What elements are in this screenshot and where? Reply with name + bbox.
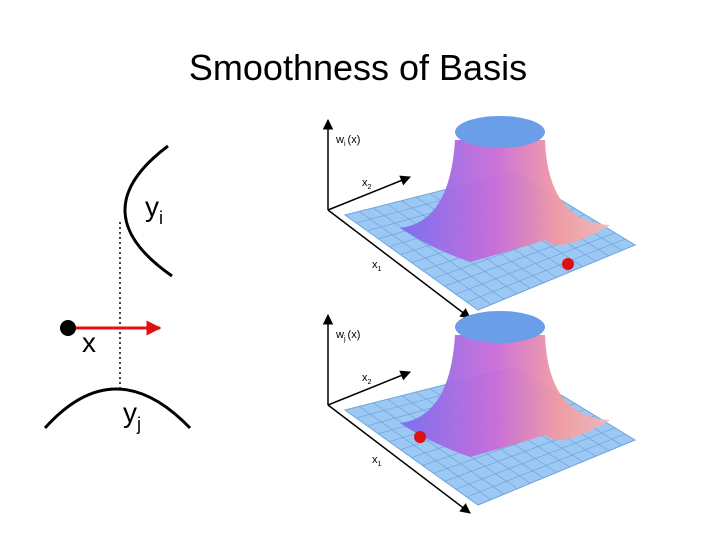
title: Smoothness of Basis: [189, 47, 527, 88]
grid-line: [466, 238, 626, 303]
x1-axis: [327, 404, 471, 514]
peak-side: [400, 335, 610, 457]
curve-bottom: [43, 387, 192, 430]
sample-point: [562, 258, 574, 270]
x1-label: x1: [372, 454, 382, 468]
z-label: wi (x): [335, 134, 360, 148]
x2-label: x2: [362, 177, 372, 191]
x2-label: x2: [362, 372, 372, 386]
peak-top: [455, 311, 545, 343]
label-x: x: [82, 327, 96, 358]
grid-line: [455, 232, 616, 295]
label-yj: yj: [123, 397, 141, 434]
z-label: wj (x): [335, 329, 360, 343]
peak-top: [455, 116, 545, 148]
sample-point: [414, 431, 426, 443]
label-yi: yi: [145, 191, 163, 228]
x2-axis: [327, 175, 411, 211]
grid-line: [466, 433, 626, 498]
grid-line: [455, 427, 616, 490]
surface-plot: wj (x) x2 x1: [322, 311, 637, 514]
left-diagram: yi x yj: [43, 144, 192, 434]
surface-plot: wi (x) x2 x1: [322, 116, 637, 319]
x1-axis: [327, 209, 471, 319]
x2-axis: [327, 370, 411, 406]
x1-label: x1: [372, 259, 382, 273]
curve-top: [123, 144, 173, 278]
point: [60, 320, 76, 336]
peak-side: [400, 140, 610, 262]
